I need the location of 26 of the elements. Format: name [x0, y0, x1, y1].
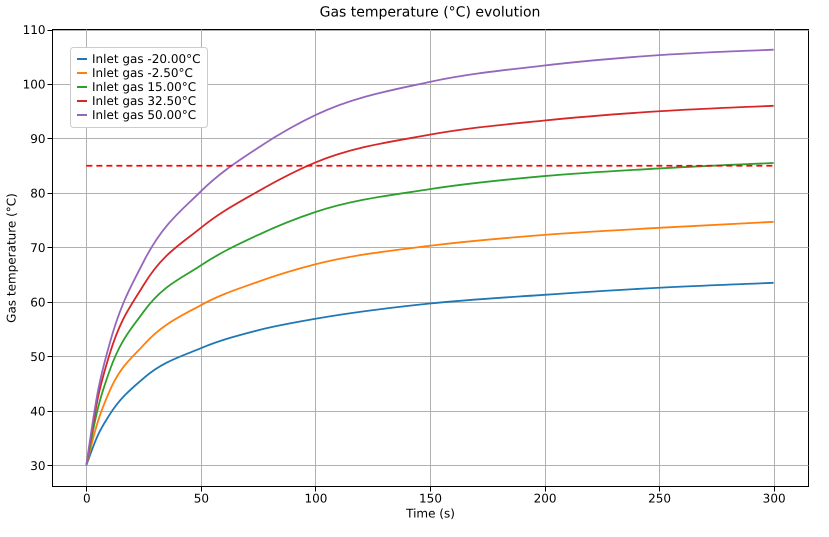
y-axis-title: Gas temperature (°C)	[4, 193, 19, 323]
y-tick-label: 30	[30, 458, 46, 473]
legend-label: Inlet gas -20.00°C	[92, 52, 200, 66]
chart-title: Gas temperature (°C) evolution	[320, 4, 540, 21]
y-tick-label: 110	[22, 23, 46, 38]
legend-label: Inlet gas -2.50°C	[92, 66, 193, 80]
line-series	[85, 220, 775, 466]
y-tick-label: 60	[30, 295, 46, 310]
x-tick-label: 300	[762, 492, 786, 506]
x-tick-label: 100	[304, 492, 328, 506]
legend-label: Inlet gas 15.00°C	[92, 80, 196, 94]
y-tick-label: 70	[30, 240, 46, 255]
y-tick-label: 40	[30, 404, 46, 418]
x-axis-title: Time (s)	[405, 506, 455, 520]
x-tick-label: 50	[194, 492, 210, 506]
y-tick-label: 90	[30, 132, 46, 146]
x-tick-label: 250	[648, 492, 672, 506]
legend-label: Inlet gas 32.50°C	[92, 94, 196, 108]
x-tick-label: 150	[419, 492, 442, 506]
line-series	[85, 282, 775, 466]
x-tick-label: 0	[83, 492, 91, 506]
legend-label: Inlet gas 50.00°C	[92, 108, 196, 122]
y-tick-label: 100	[22, 78, 46, 92]
y-tick-label: 50	[30, 350, 46, 364]
x-tick-label: 200	[534, 492, 556, 506]
y-tick-label: 80	[30, 186, 46, 200]
